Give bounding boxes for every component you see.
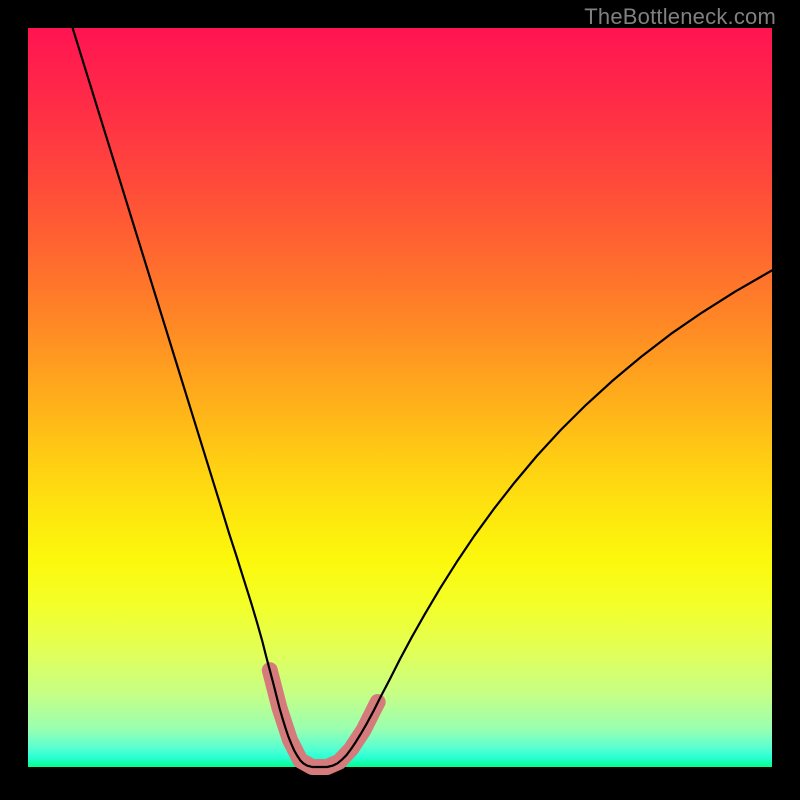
chart-stage: TheBottleneck.com <box>0 0 800 800</box>
watermark-text: TheBottleneck.com <box>584 4 776 30</box>
chart-svg <box>0 0 800 800</box>
plot-gradient-background <box>28 28 772 767</box>
